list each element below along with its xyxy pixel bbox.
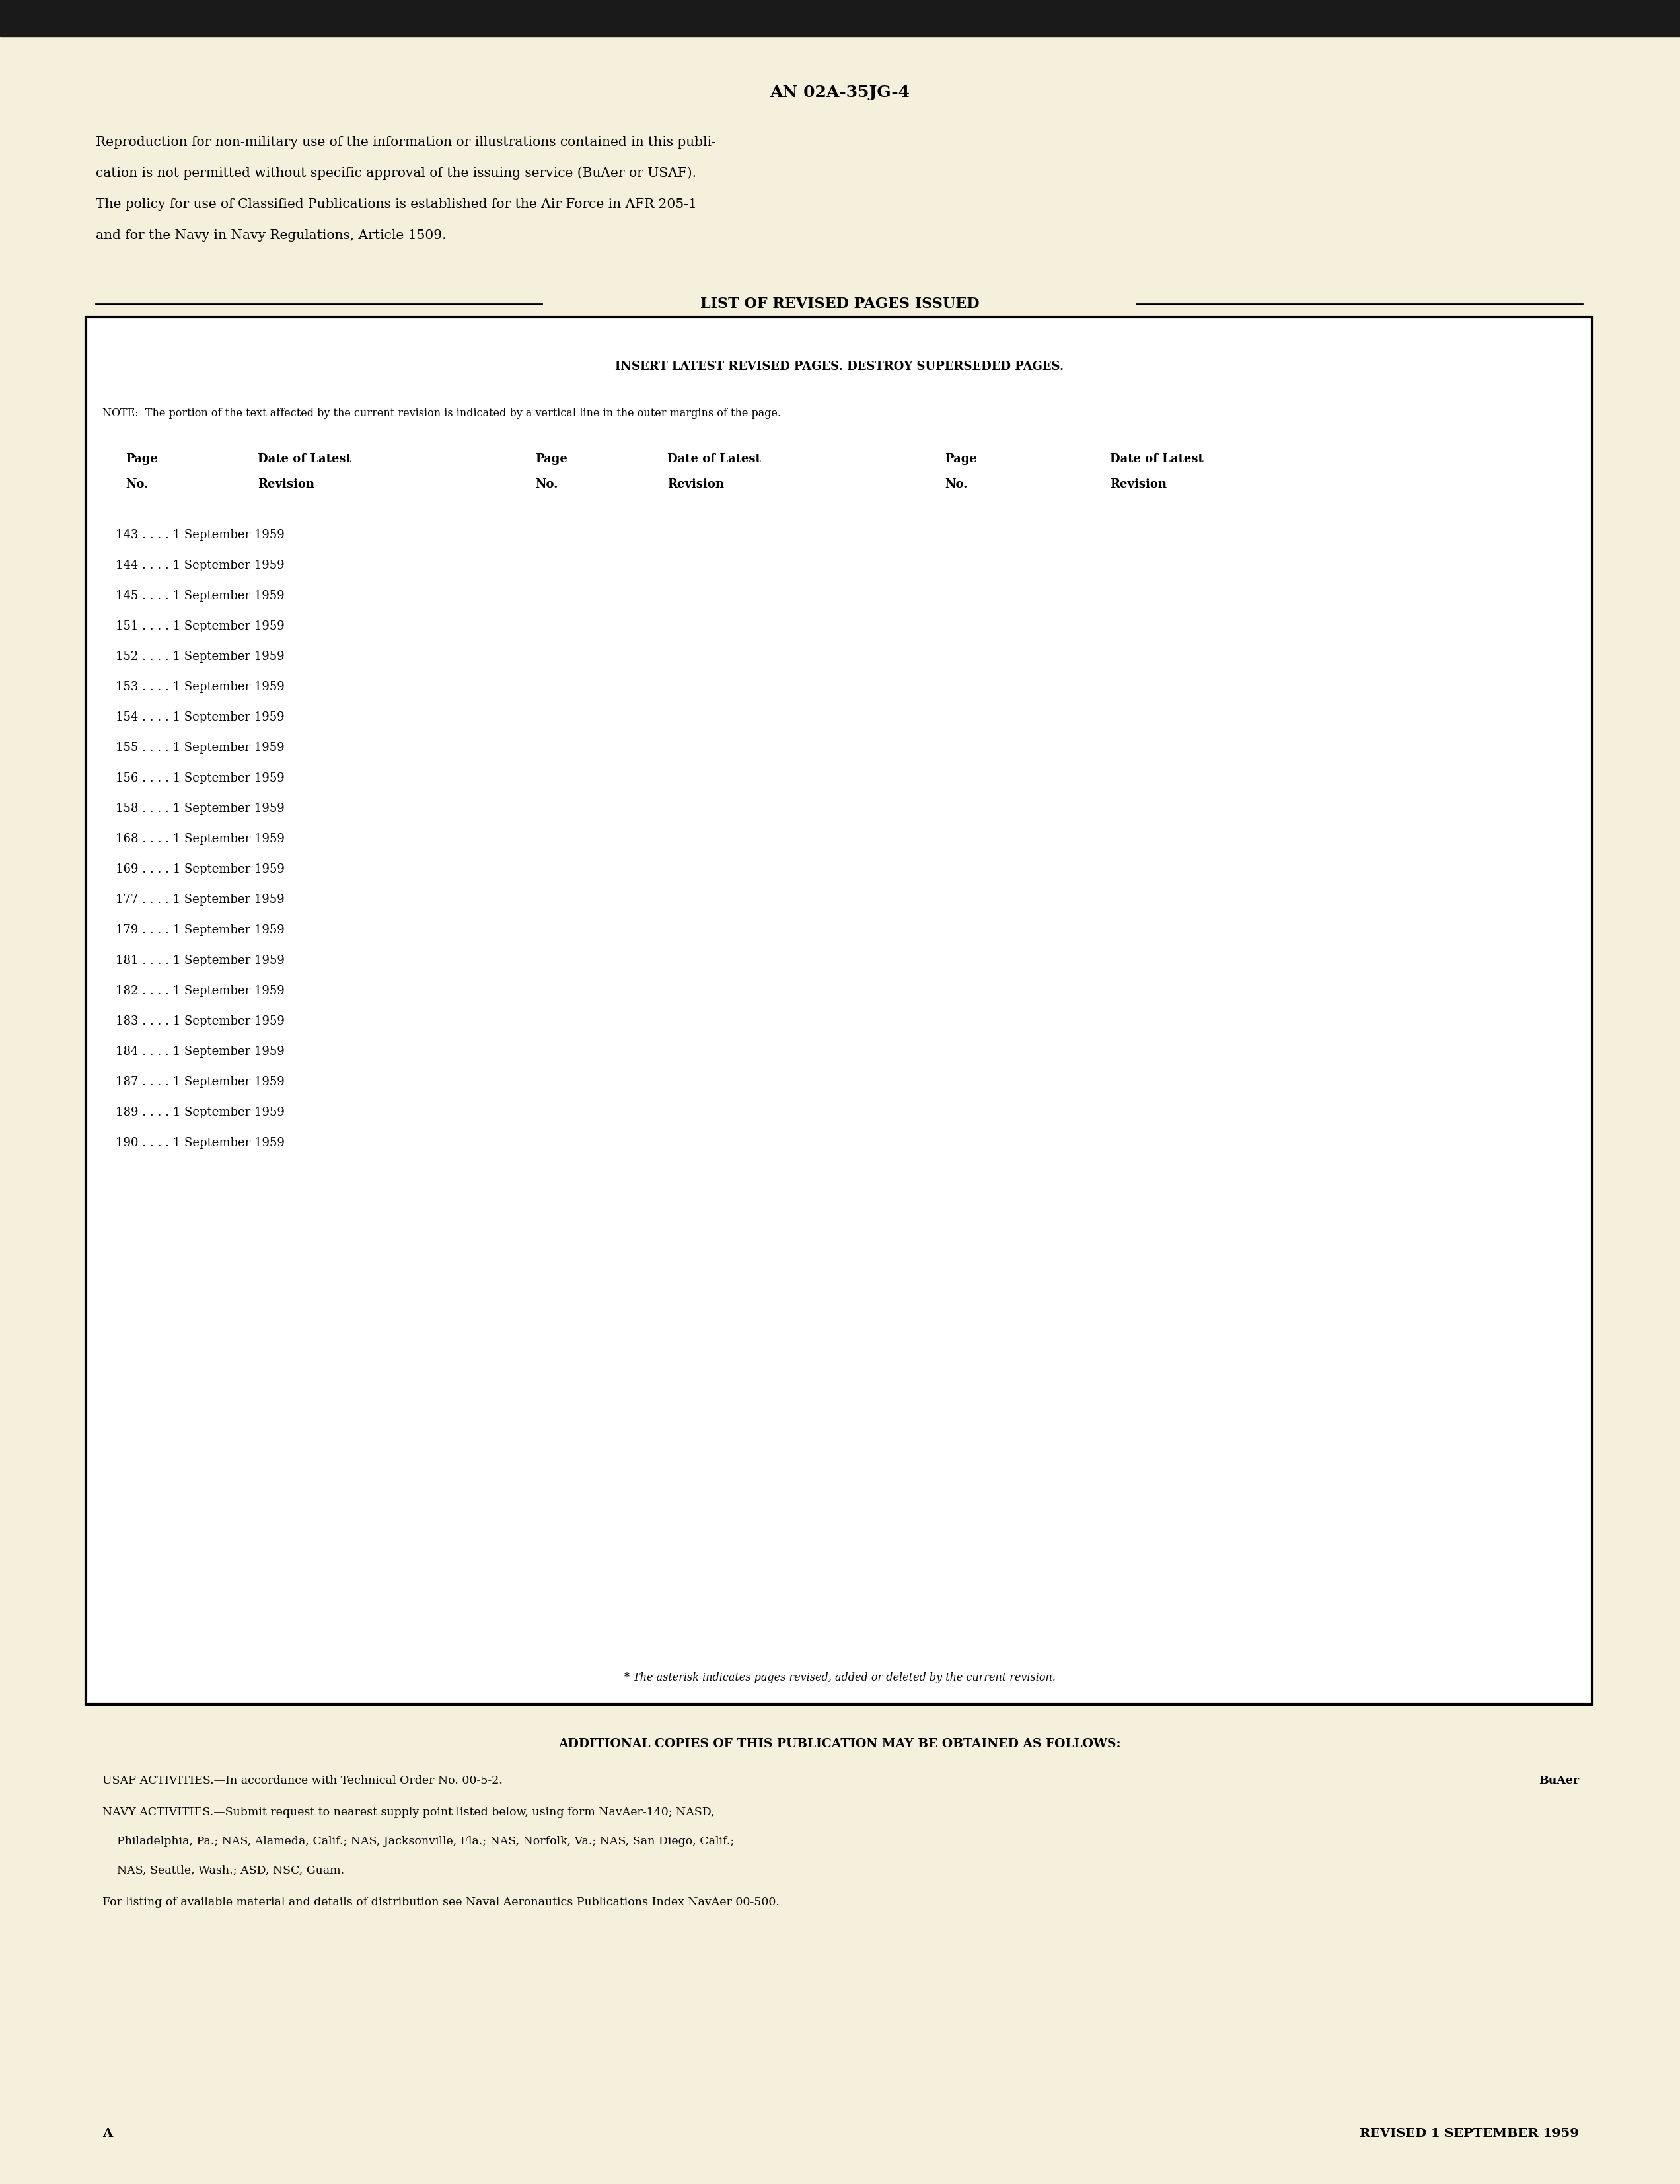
Text: 155 . . . . 1 September 1959: 155 . . . . 1 September 1959 <box>116 743 284 753</box>
Text: NAVY ACTIVITIES.—Submit request to nearest supply point listed below, using form: NAVY ACTIVITIES.—Submit request to neare… <box>102 1806 714 1817</box>
Text: USAF ACTIVITIES.—In accordance with Technical Order No. 00-5-2.: USAF ACTIVITIES.—In accordance with Tech… <box>102 1776 502 1787</box>
Text: 179 . . . . 1 September 1959: 179 . . . . 1 September 1959 <box>116 924 284 937</box>
Text: * The asterisk indicates pages revised, added or deleted by the current revision: * The asterisk indicates pages revised, … <box>623 1673 1055 1684</box>
Text: NOTE:  The portion of the text affected by the current revision is indicated by : NOTE: The portion of the text affected b… <box>102 406 781 419</box>
Text: ADDITIONAL COPIES OF THIS PUBLICATION MAY BE OBTAINED AS FOLLOWS:: ADDITIONAL COPIES OF THIS PUBLICATION MA… <box>558 1738 1121 1749</box>
Text: Revision: Revision <box>667 478 724 489</box>
Text: Revision: Revision <box>257 478 314 489</box>
Text: Page: Page <box>126 454 158 465</box>
Text: 190 . . . . 1 September 1959: 190 . . . . 1 September 1959 <box>116 1138 284 1149</box>
Text: Date of Latest: Date of Latest <box>257 454 351 465</box>
Text: 151 . . . . 1 September 1959: 151 . . . . 1 September 1959 <box>116 620 284 631</box>
Text: LIST OF REVISED PAGES ISSUED: LIST OF REVISED PAGES ISSUED <box>701 297 979 310</box>
Text: 143 . . . . 1 September 1959: 143 . . . . 1 September 1959 <box>116 529 284 542</box>
Text: INSERT LATEST REVISED PAGES. DESTROY SUPERSEDED PAGES.: INSERT LATEST REVISED PAGES. DESTROY SUP… <box>615 360 1063 373</box>
Text: NAS, Seattle, Wash.; ASD, NSC, Guam.: NAS, Seattle, Wash.; ASD, NSC, Guam. <box>102 1865 344 1876</box>
Text: 181 . . . . 1 September 1959: 181 . . . . 1 September 1959 <box>116 954 284 968</box>
Text: No.: No. <box>126 478 148 489</box>
Text: 183 . . . . 1 September 1959: 183 . . . . 1 September 1959 <box>116 1016 284 1026</box>
Text: and for the Navy in Navy Regulations, Article 1509.: and for the Navy in Navy Regulations, Ar… <box>96 229 447 242</box>
Text: Revision: Revision <box>1110 478 1166 489</box>
Text: No.: No. <box>536 478 558 489</box>
Text: A: A <box>102 2127 113 2140</box>
Text: For listing of available material and details of distribution see Naval Aeronaut: For listing of available material and de… <box>102 1896 780 1907</box>
Text: 168 . . . . 1 September 1959: 168 . . . . 1 September 1959 <box>116 832 284 845</box>
Text: 154 . . . . 1 September 1959: 154 . . . . 1 September 1959 <box>116 712 284 723</box>
Text: REVISED 1 SEPTEMBER 1959: REVISED 1 SEPTEMBER 1959 <box>1359 2127 1579 2140</box>
Text: Page: Page <box>536 454 568 465</box>
Text: 153 . . . . 1 September 1959: 153 . . . . 1 September 1959 <box>116 681 284 692</box>
Text: Date of Latest: Date of Latest <box>1110 454 1203 465</box>
Bar <box>86 317 1593 1704</box>
Text: 145 . . . . 1 September 1959: 145 . . . . 1 September 1959 <box>116 590 284 603</box>
Text: 189 . . . . 1 September 1959: 189 . . . . 1 September 1959 <box>116 1107 284 1118</box>
Text: Date of Latest: Date of Latest <box>667 454 761 465</box>
Text: Philadelphia, Pa.; NAS, Alameda, Calif.; NAS, Jacksonville, Fla.; NAS, Norfolk, : Philadelphia, Pa.; NAS, Alameda, Calif.;… <box>102 1835 734 1848</box>
Text: 158 . . . . 1 September 1959: 158 . . . . 1 September 1959 <box>116 804 284 815</box>
Text: cation is not permitted without specific approval of the issuing service (BuAer : cation is not permitted without specific… <box>96 166 696 179</box>
Text: Page: Page <box>944 454 978 465</box>
Text: Reproduction for non-military use of the information or illustrations contained : Reproduction for non-military use of the… <box>96 135 716 149</box>
Text: 169 . . . . 1 September 1959: 169 . . . . 1 September 1959 <box>116 863 284 876</box>
Text: 177 . . . . 1 September 1959: 177 . . . . 1 September 1959 <box>116 893 284 906</box>
Bar <box>0 0 1680 37</box>
Text: BuAer: BuAer <box>1539 1776 1579 1787</box>
Text: 184 . . . . 1 September 1959: 184 . . . . 1 September 1959 <box>116 1046 284 1057</box>
Text: No.: No. <box>944 478 968 489</box>
Text: The policy for use of Classified Publications is established for the Air Force i: The policy for use of Classified Publica… <box>96 199 697 210</box>
Text: 156 . . . . 1 September 1959: 156 . . . . 1 September 1959 <box>116 773 284 784</box>
Text: 182 . . . . 1 September 1959: 182 . . . . 1 September 1959 <box>116 985 284 996</box>
Text: AN 02A-35JG-4: AN 02A-35JG-4 <box>769 85 909 100</box>
Text: 144 . . . . 1 September 1959: 144 . . . . 1 September 1959 <box>116 559 284 572</box>
Text: 152 . . . . 1 September 1959: 152 . . . . 1 September 1959 <box>116 651 284 662</box>
Text: 187 . . . . 1 September 1959: 187 . . . . 1 September 1959 <box>116 1077 284 1088</box>
